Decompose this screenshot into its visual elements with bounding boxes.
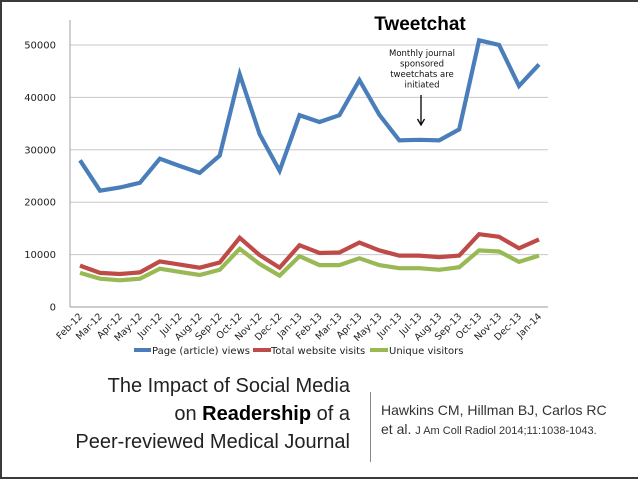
y-tick-label: 30000 <box>24 145 56 156</box>
legend: Page (article) views Total website visit… <box>134 346 464 357</box>
annotation-arrow-head <box>416 118 426 127</box>
y-tick-label: 40000 <box>24 93 56 104</box>
title-line-2-pre: on <box>174 403 203 425</box>
tweetchat-annotation: Tweetchat Monthly journal sponsored twee… <box>374 14 466 127</box>
title-line-2: on Readership of a <box>75 400 350 428</box>
title-line-1: The Impact of Social Media <box>107 375 350 397</box>
y-tick-label: 50000 <box>24 41 56 52</box>
series-line-unique-visitors <box>79 245 540 283</box>
citation-source: et al. J Am Coll Radiol 2014;11:1038-104… <box>381 420 607 441</box>
series-lines <box>78 37 541 283</box>
annotation-title: Tweetchat <box>374 14 466 35</box>
legend-label-unique-visitors: Unique visitors <box>389 346 464 357</box>
gridlines <box>70 44 548 308</box>
series-line-page-article-views <box>78 37 541 193</box>
y-tick-label: 20000 <box>24 198 56 209</box>
legend-label-total-visits: Total website visits <box>270 346 365 357</box>
annotation-line: initiated <box>405 81 440 91</box>
citation-etal: et al. <box>381 421 416 437</box>
annotation-line: Monthly journal <box>389 49 455 59</box>
y-tick-label: 0 <box>50 303 56 314</box>
annotation-line: sponsored <box>400 60 444 70</box>
citation-journal: J Am Coll Radiol 2014;11:1038-1043. <box>415 425 597 437</box>
series-line-total-website-visits <box>79 231 540 277</box>
title-line-3: Peer-reviewed Medical Journal <box>75 431 350 453</box>
y-axis-ticks: 0 10000 20000 30000 40000 50000 <box>24 41 56 314</box>
citation: Hawkins CM, Hillman BJ, Carlos RC et al.… <box>381 401 607 441</box>
title-line-2-post: of a <box>311 403 350 425</box>
divider <box>370 392 371 462</box>
x-axis-ticks: Feb-12Mar-12Apr-12May-12Jun-12Jul-12Aug-… <box>54 311 544 344</box>
line-chart: 0 10000 20000 30000 40000 50000 Feb-12Mar-12A… <box>24 14 548 357</box>
title-emphasis: Readership <box>202 403 312 425</box>
annotation-line: tweetchats are <box>390 70 454 80</box>
slide-title: The Impact of Social Media on Readership… <box>75 372 350 456</box>
y-tick-label: 10000 <box>24 250 56 261</box>
legend-label-page-views: Page (article) views <box>152 346 250 357</box>
citation-authors: Hawkins CM, Hillman BJ, Carlos RC <box>381 402 607 418</box>
